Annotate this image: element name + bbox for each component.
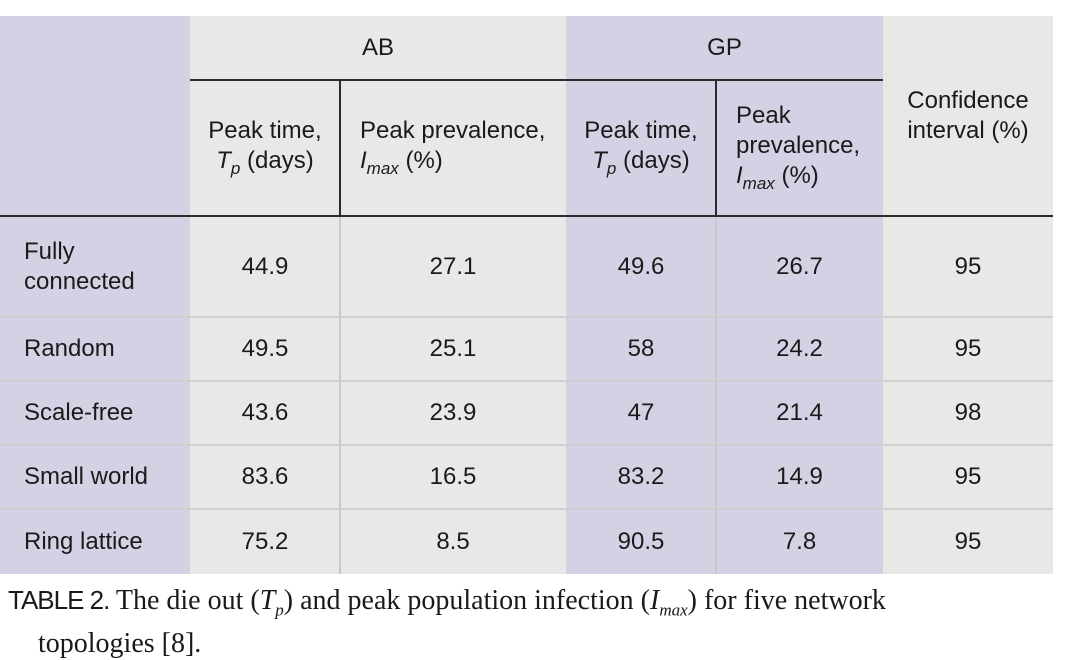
header-divider-1 xyxy=(339,80,341,216)
gp-peak-prevalence-cell: 26.7 xyxy=(716,217,883,316)
row-label: Ring lattice xyxy=(0,510,190,574)
row-separator xyxy=(0,508,1053,510)
header-gp-peak-time: Peak time, Tp (days) xyxy=(566,80,716,216)
confidence-cell: 98 xyxy=(883,382,1053,444)
body-column-divider xyxy=(339,217,341,574)
gp-peak-prevalence-cell: 21.4 xyxy=(716,382,883,444)
confidence-cell: 95 xyxy=(883,446,1053,508)
results-table: AB GP Confidence interval (%) Peak time, T… xyxy=(0,16,1053,574)
body-column-divider xyxy=(715,217,717,574)
gp-peak-prevalence-cell: 14.9 xyxy=(716,446,883,508)
ab-peak-time-cell: 83.6 xyxy=(190,446,340,508)
ab-peak-time-cell: 43.6 xyxy=(190,382,340,444)
gp-peak-time-cell: 83.2 xyxy=(566,446,716,508)
gp-peak-time-cell: 90.5 xyxy=(566,510,716,574)
table-caption: TABLE 2. The die out (Tp) and peak popul… xyxy=(8,585,886,659)
row-label: Small world xyxy=(0,446,190,508)
gp-group-header: GP xyxy=(566,16,883,80)
ab-peak-prevalence-cell: 25.1 xyxy=(340,318,566,380)
header-divider-2 xyxy=(715,80,717,216)
ab-peak-prevalence-cell: 8.5 xyxy=(340,510,566,574)
ab-peak-time-cell: 44.9 xyxy=(190,217,340,316)
row-separator xyxy=(0,316,1053,318)
gp-peak-time-cell: 49.6 xyxy=(566,217,716,316)
gp-peak-time-cell: 58 xyxy=(566,318,716,380)
gp-peak-prevalence-cell: 7.8 xyxy=(716,510,883,574)
confidence-cell: 95 xyxy=(883,510,1053,574)
corner-cell xyxy=(0,16,190,216)
group-rule-gp xyxy=(566,79,883,81)
confidence-cell: 95 xyxy=(883,318,1053,380)
row-label: Scale-free xyxy=(0,382,190,444)
ab-peak-prevalence-cell: 23.9 xyxy=(340,382,566,444)
header-ab-peak-prevalence: Peak prevalence, Imax (%) xyxy=(340,80,566,216)
header-bottom-rule xyxy=(0,215,1053,217)
ab-peak-time-cell: 75.2 xyxy=(190,510,340,574)
header-gp-peak-prevalence: Peak prevalence, Imax (%) xyxy=(716,80,883,216)
gp-peak-prevalence-cell: 24.2 xyxy=(716,318,883,380)
row-separator xyxy=(0,444,1053,446)
ab-group-header: AB xyxy=(190,16,566,80)
ab-peak-time-cell: 49.5 xyxy=(190,318,340,380)
gp-peak-time-cell: 47 xyxy=(566,382,716,444)
ab-peak-prevalence-cell: 16.5 xyxy=(340,446,566,508)
ab-peak-prevalence-cell: 27.1 xyxy=(340,217,566,316)
confidence-cell: 95 xyxy=(883,217,1053,316)
row-label: Random xyxy=(0,318,190,380)
row-label: Fully connected xyxy=(0,217,190,316)
group-rule-ab xyxy=(190,79,566,81)
header-confidence: Confidence interval (%) xyxy=(883,16,1053,216)
header-ab-peak-time: Peak time, Tp (days) xyxy=(190,80,340,216)
row-separator xyxy=(0,380,1053,382)
